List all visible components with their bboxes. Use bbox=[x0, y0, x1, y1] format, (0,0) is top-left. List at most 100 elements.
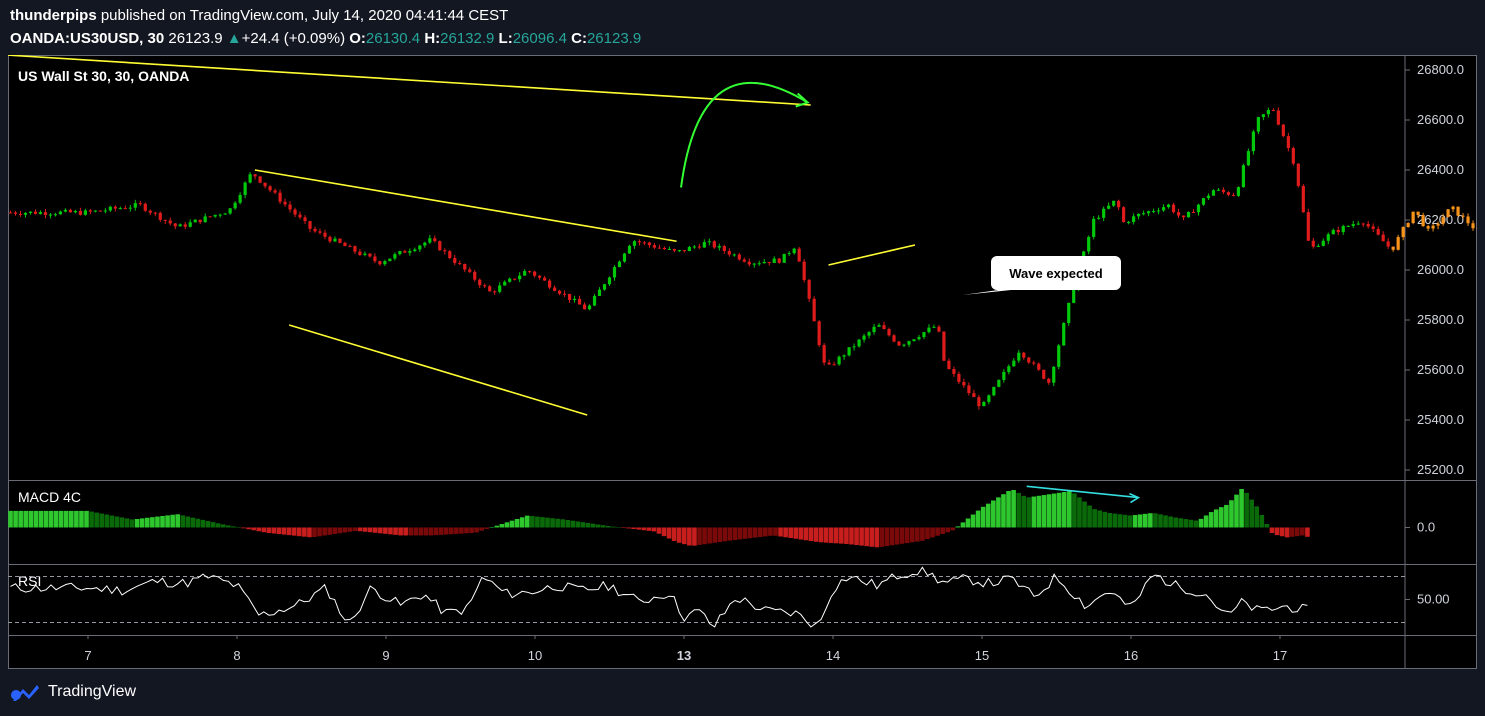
open-value: 26130.4 bbox=[365, 30, 421, 47]
macd-bar bbox=[53, 510, 59, 528]
macd-bar bbox=[89, 511, 94, 528]
macd-bar bbox=[170, 514, 175, 528]
tradingview-logo-icon[interactable] bbox=[10, 682, 42, 702]
candle-body bbox=[582, 304, 587, 310]
candle-body bbox=[1112, 200, 1116, 206]
candle-body bbox=[33, 211, 38, 214]
candle-body bbox=[63, 209, 68, 212]
macd-bar bbox=[783, 527, 788, 538]
candle-body bbox=[852, 346, 856, 348]
candle-body bbox=[1122, 207, 1126, 223]
candle-body bbox=[612, 267, 617, 278]
candle-body bbox=[1052, 366, 1056, 383]
macd-bar bbox=[1072, 493, 1077, 528]
candle-body bbox=[1156, 210, 1161, 212]
high-label: H: bbox=[424, 30, 441, 47]
candle-body bbox=[987, 395, 991, 402]
macd-bar bbox=[798, 527, 804, 540]
candle-body bbox=[1102, 208, 1106, 218]
macd-bar bbox=[656, 527, 662, 534]
candle-body bbox=[772, 258, 776, 263]
macd-bar bbox=[418, 527, 424, 536]
candle-body bbox=[887, 329, 891, 336]
macd-bar bbox=[448, 527, 454, 535]
author-name[interactable]: thunderpips bbox=[10, 7, 97, 24]
candle-body bbox=[388, 258, 392, 262]
macd-bar bbox=[342, 527, 348, 533]
macd-bar bbox=[1249, 499, 1254, 528]
macd-bar bbox=[616, 527, 621, 528]
macd-bar bbox=[327, 527, 332, 535]
candle-body bbox=[1451, 206, 1455, 210]
candle-body bbox=[1301, 185, 1305, 213]
macd-bar bbox=[1026, 497, 1032, 528]
macd-bar bbox=[302, 527, 307, 537]
candle-body bbox=[1226, 192, 1231, 195]
macd-bar bbox=[1264, 524, 1270, 528]
candle-body bbox=[118, 208, 122, 210]
macd-bar bbox=[1300, 527, 1305, 536]
candle-body bbox=[1181, 215, 1186, 218]
candle-body bbox=[1296, 163, 1300, 186]
candle-body bbox=[1331, 229, 1335, 235]
macd-bar bbox=[1051, 493, 1057, 528]
candle-body bbox=[268, 186, 272, 191]
candle-body bbox=[622, 253, 627, 262]
candle-body bbox=[767, 261, 771, 263]
macd-bar bbox=[818, 527, 824, 543]
macd-bar bbox=[1259, 514, 1265, 528]
macd-bar bbox=[985, 503, 991, 528]
macd-bar bbox=[464, 527, 469, 534]
macd-bar bbox=[1158, 514, 1163, 528]
macd-bar bbox=[925, 527, 930, 540]
x-tick-label: 8 bbox=[233, 648, 240, 663]
candle-body bbox=[283, 201, 287, 205]
chart-canvas[interactable]: US Wall St 30, 30, OANDA MACD 4C RSI 26800.… bbox=[8, 55, 1477, 669]
macd-bar bbox=[413, 527, 419, 536]
candle-body bbox=[238, 194, 242, 203]
candle-body bbox=[403, 251, 407, 253]
macd-bar bbox=[155, 516, 160, 528]
macd-divergence-arrowhead bbox=[1129, 492, 1141, 504]
macd-bar bbox=[459, 527, 464, 534]
candle-body bbox=[937, 326, 941, 332]
macd-bar bbox=[388, 527, 393, 535]
macd-bar bbox=[813, 527, 819, 542]
macd-bar bbox=[1284, 527, 1290, 538]
candle-body bbox=[1062, 322, 1066, 346]
macd-bar bbox=[210, 522, 216, 528]
candle-body bbox=[1117, 200, 1121, 208]
candle-body bbox=[1191, 211, 1196, 213]
published-text: published on TradingView.com, July 14, 2… bbox=[100, 7, 509, 24]
macd-bar bbox=[378, 527, 383, 534]
candle-body bbox=[757, 263, 761, 265]
candle-body bbox=[1471, 223, 1475, 229]
macd-bar bbox=[864, 527, 869, 547]
low-value: 26096.4 bbox=[512, 30, 567, 47]
candle-body bbox=[1047, 378, 1051, 383]
y-tick-label: 25400.0 bbox=[1417, 412, 1464, 427]
tradingview-brand[interactable]: TradingView bbox=[48, 683, 137, 700]
candle-body bbox=[1416, 211, 1420, 215]
candle-body bbox=[917, 337, 921, 340]
candle-body bbox=[23, 212, 28, 215]
macd-bar bbox=[43, 510, 49, 528]
candle-body bbox=[1151, 211, 1156, 213]
candle-body bbox=[223, 213, 227, 215]
candle-body bbox=[962, 381, 966, 386]
macd-bar bbox=[454, 527, 459, 534]
candle-body bbox=[68, 209, 73, 213]
candle-body bbox=[93, 210, 97, 212]
candle-body bbox=[123, 208, 127, 210]
macd-bar bbox=[560, 519, 566, 528]
macd-bar bbox=[104, 514, 110, 528]
macd-bar bbox=[590, 523, 596, 528]
candle-body bbox=[1386, 241, 1390, 247]
candle-body bbox=[428, 238, 432, 243]
candle-body bbox=[543, 277, 547, 281]
candle-body bbox=[1141, 213, 1146, 215]
macd-bar bbox=[1279, 527, 1285, 537]
macd-bar bbox=[1218, 507, 1224, 528]
macd-bar bbox=[484, 527, 490, 530]
candle-body bbox=[213, 214, 217, 217]
